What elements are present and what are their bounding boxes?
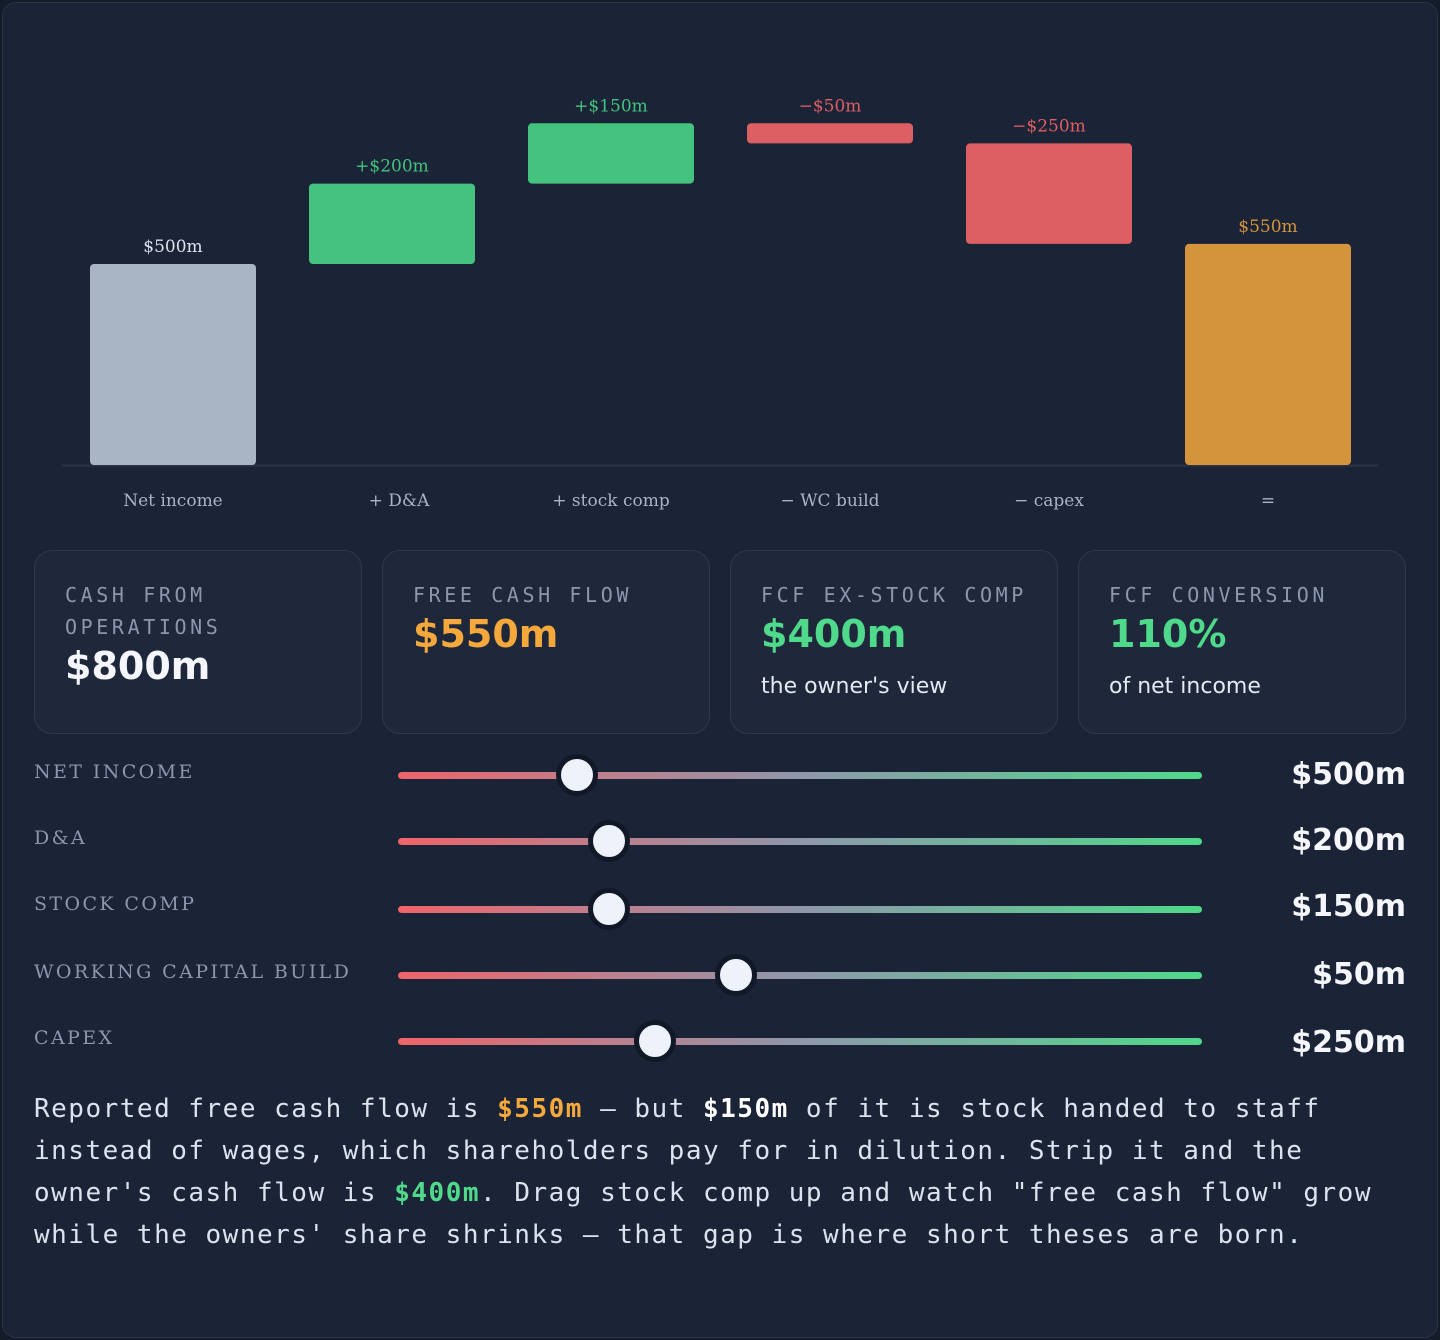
slider-label: Working capital build xyxy=(34,961,352,983)
text-part: . Drag stock comp up and watch "free cas… xyxy=(34,1178,1372,1250)
card-free-cash-flow: Free cash flow $550m xyxy=(382,550,710,734)
slider-track[interactable] xyxy=(398,1020,1202,1062)
data-label: $500m xyxy=(143,237,202,257)
highlight-stock-comp: $150m xyxy=(703,1094,789,1124)
slider-stock-comp: Stock comp $150m xyxy=(34,874,1406,940)
metric-cards: Cash from operations $800m Free cash flo… xyxy=(34,550,1406,734)
tick-label: = xyxy=(1261,491,1275,511)
card-subtitle: the owner's view xyxy=(761,674,948,699)
data-label: −$50m xyxy=(799,96,862,116)
slider-track[interactable] xyxy=(398,754,1202,796)
explanation-text: Reported free cash flow is $550m — but $… xyxy=(34,1088,1414,1256)
card-value: 110% xyxy=(1109,612,1227,656)
slider-thumb[interactable] xyxy=(715,954,758,996)
slider-label: Net income xyxy=(34,761,195,783)
slider-value: $150m xyxy=(1291,889,1406,924)
card-value: $800m xyxy=(65,644,211,688)
slider-d-and-a: D&A $200m xyxy=(34,808,1406,874)
tick-label: Net income xyxy=(123,491,223,511)
slider-label: Stock comp xyxy=(34,893,197,915)
text-part: of it is stock handed to staff instead o… xyxy=(34,1094,1321,1208)
slider-thumb[interactable] xyxy=(588,820,631,862)
highlight-fcf: $550m xyxy=(497,1094,583,1124)
slider-label: Capex xyxy=(34,1027,115,1049)
slider-value: $200m xyxy=(1291,823,1406,858)
data-label: +$200m xyxy=(355,157,429,177)
slider-working-capital-build: Working capital build $50m xyxy=(34,942,1406,1008)
highlight-owner-fcf: $400m xyxy=(394,1178,481,1208)
tick-label: − capex xyxy=(1014,491,1084,511)
bar-1 xyxy=(309,183,475,264)
data-label: −$250m xyxy=(1012,116,1086,136)
bar-2 xyxy=(528,123,694,184)
slider-label: D&A xyxy=(34,827,88,849)
slider-value: $250m xyxy=(1291,1025,1406,1060)
tick-label: + stock comp xyxy=(552,491,670,511)
card-subtitle: of net income xyxy=(1109,674,1261,699)
slider-value: $50m xyxy=(1312,957,1406,992)
card-label: Cash from operations xyxy=(65,583,222,639)
slider-thumb[interactable] xyxy=(556,754,599,796)
card-label: FCF ex-stock comp xyxy=(761,583,1027,607)
bar-3 xyxy=(747,123,913,144)
slider-net-income: Net income $500m xyxy=(34,742,1406,808)
bar-4 xyxy=(966,143,1132,244)
card-label: Free cash flow xyxy=(413,583,632,607)
slider-track[interactable] xyxy=(398,820,1202,862)
slider-value: $500m xyxy=(1291,757,1406,792)
text-part: Reported free cash flow is xyxy=(34,1094,498,1124)
slider-track[interactable] xyxy=(398,954,1202,996)
data-label: $550m xyxy=(1238,217,1297,237)
tick-label: + D&A xyxy=(369,491,430,511)
slider-thumb[interactable] xyxy=(588,888,631,930)
card-label: FCF conversion xyxy=(1109,583,1328,607)
tick-label: − WC build xyxy=(780,491,879,511)
card-cash-from-operations: Cash from operations $800m xyxy=(34,550,362,734)
card-fcf-ex-stock-comp: FCF ex-stock comp $400m the owner's view xyxy=(730,550,1058,734)
slider-capex: Capex $250m xyxy=(34,1008,1406,1074)
slider-track[interactable] xyxy=(398,888,1202,930)
waterfall-chart: $500m Net income +$200m + D&A +$150m + stock … xyxy=(62,96,1378,511)
card-value: $550m xyxy=(413,612,559,656)
text-part: — but xyxy=(582,1094,703,1124)
bar-5 xyxy=(1185,243,1351,465)
card-fcf-conversion: FCF conversion 110% of net income xyxy=(1078,550,1406,734)
data-label: +$150m xyxy=(574,96,648,116)
bar-0 xyxy=(90,264,256,465)
card-value: $400m xyxy=(761,612,907,656)
slider-thumb[interactable] xyxy=(634,1020,677,1062)
